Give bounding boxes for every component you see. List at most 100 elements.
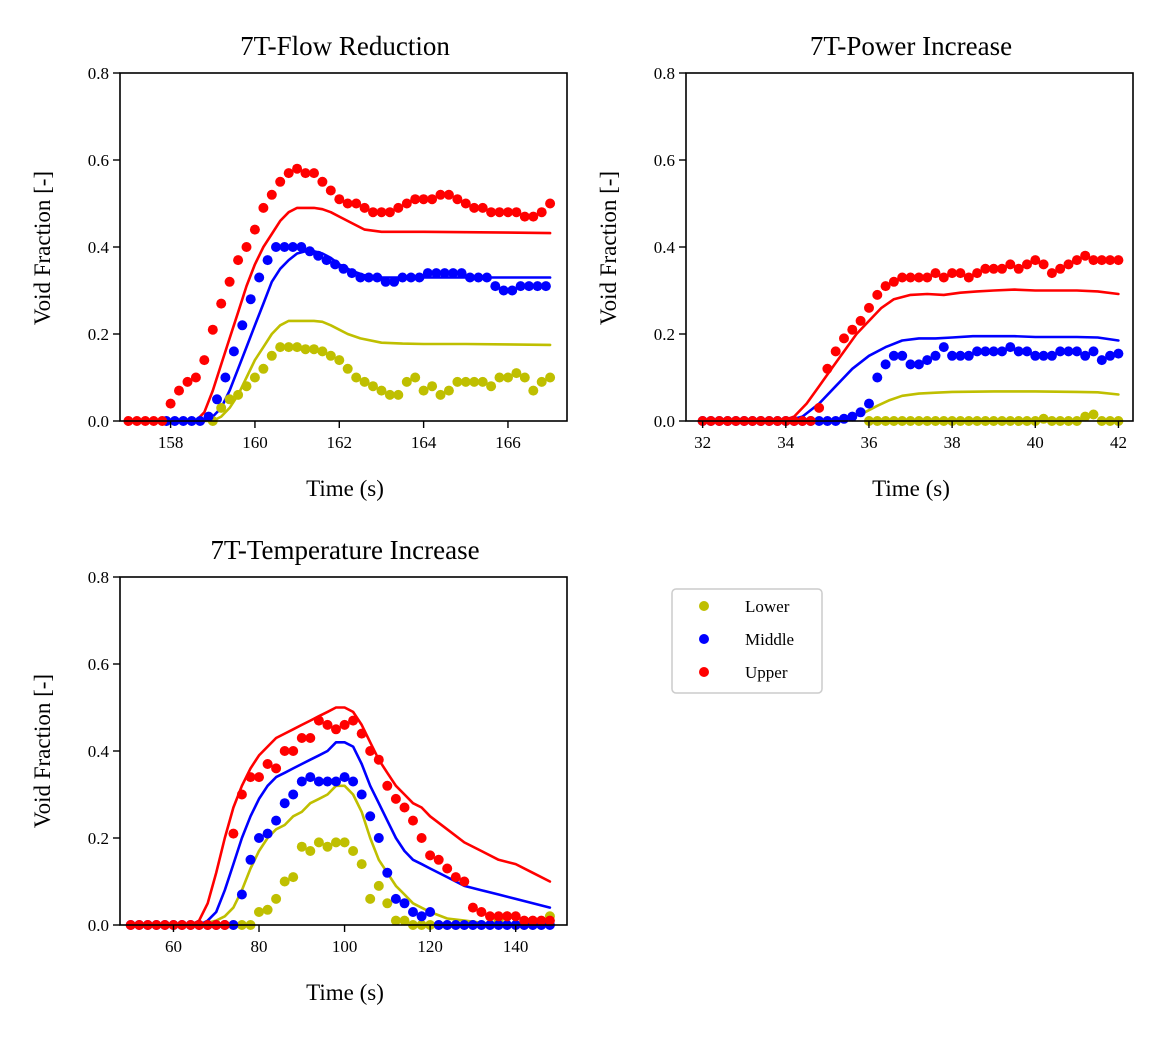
x-tick-label: 160 <box>242 433 268 452</box>
data-point-upper <box>938 272 949 283</box>
data-point-upper <box>469 202 480 213</box>
data-point-middle <box>905 359 916 370</box>
data-point-upper <box>1063 259 1074 270</box>
data-point-lower <box>390 915 401 926</box>
data-point-upper <box>544 915 555 926</box>
data-point-middle <box>313 776 324 787</box>
data-point-upper <box>359 202 370 213</box>
x-tick-label: 40 <box>1027 433 1044 452</box>
data-point-middle <box>348 776 359 787</box>
data-point-upper <box>452 194 463 205</box>
panel-title: 7T-Temperature Increase <box>210 535 479 565</box>
data-point-upper <box>1046 268 1057 279</box>
data-point-middle <box>339 772 350 783</box>
data-point-middle <box>938 342 949 353</box>
data-point-middle <box>1063 346 1074 357</box>
data-point-lower <box>373 880 384 891</box>
data-point-upper <box>376 207 387 218</box>
data-point-middle <box>313 250 324 261</box>
data-point-upper <box>955 268 966 279</box>
data-point-middle <box>515 281 526 292</box>
data-point-upper <box>356 728 367 739</box>
data-point-upper <box>1088 255 1099 266</box>
data-point-upper <box>1105 255 1116 266</box>
data-point-middle <box>947 350 958 361</box>
data-point-upper <box>477 202 488 213</box>
data-point-upper <box>207 324 218 335</box>
data-point-middle <box>372 272 383 283</box>
data-point-lower <box>365 893 376 904</box>
data-point-upper <box>493 911 504 922</box>
data-point-upper <box>528 211 539 222</box>
data-point-middle <box>279 798 290 809</box>
data-point-lower <box>382 898 393 909</box>
data-point-lower <box>288 872 299 883</box>
data-point-middle <box>254 272 265 283</box>
data-point-middle <box>922 355 933 366</box>
data-point-upper <box>368 207 378 218</box>
data-point-middle <box>254 833 264 843</box>
data-point-upper <box>485 911 495 922</box>
data-point-middle <box>465 272 475 283</box>
data-point-middle <box>507 285 518 296</box>
data-point-upper <box>503 207 513 218</box>
data-point-upper <box>334 194 345 205</box>
data-point-middle <box>1096 355 1107 366</box>
y-tick-label: 0.4 <box>88 742 110 761</box>
data-point-middle <box>271 815 282 826</box>
data-point-middle <box>1105 350 1116 361</box>
data-point-upper <box>266 189 277 200</box>
x-axis-label: Time (s) <box>872 476 950 501</box>
y-axis-label: Void Fraction [-] <box>30 674 55 828</box>
data-point-lower <box>322 841 333 852</box>
data-point-middle <box>330 259 341 270</box>
data-point-upper <box>309 168 319 179</box>
data-point-middle <box>305 772 316 783</box>
data-point-middle <box>355 272 366 283</box>
data-point-upper <box>271 763 282 774</box>
data-point-middle <box>262 255 273 266</box>
data-point-lower <box>309 344 319 355</box>
data-point-middle <box>473 272 484 283</box>
data-point-lower <box>519 372 530 383</box>
data-point-upper <box>245 772 256 783</box>
data-point-lower <box>342 363 353 374</box>
data-point-upper <box>199 355 210 366</box>
data-point-upper <box>325 185 336 196</box>
data-point-middle <box>397 272 408 283</box>
data-point-upper <box>519 915 530 926</box>
data-point-middle <box>399 898 410 909</box>
data-point-lower <box>331 837 341 848</box>
data-point-lower <box>469 376 480 387</box>
data-point-middle <box>425 907 436 917</box>
data-point-lower <box>339 837 350 848</box>
data-point-lower <box>334 355 345 366</box>
x-tick-label: 140 <box>503 937 529 956</box>
data-point-middle <box>287 242 298 252</box>
data-point-upper <box>888 276 899 287</box>
y-tick-label: 0.2 <box>654 325 675 344</box>
data-point-lower <box>317 346 328 357</box>
x-axis-label: Time (s) <box>306 476 384 501</box>
series-line-upper <box>701 288 1120 423</box>
data-point-upper <box>435 189 446 200</box>
legend: Lower Middle Upper <box>671 588 823 694</box>
data-point-upper <box>930 268 941 279</box>
data-point-lower <box>368 381 378 392</box>
data-point-upper <box>1013 263 1024 274</box>
data-point-upper <box>880 281 891 292</box>
data-point-middle <box>855 407 866 418</box>
data-point-lower <box>452 376 463 387</box>
data-point-lower <box>399 915 410 926</box>
data-point-middle <box>1071 346 1082 357</box>
data-point-upper <box>460 198 471 209</box>
data-point-upper <box>814 402 825 413</box>
data-point-upper <box>425 850 436 861</box>
x-tick-label: 34 <box>777 433 795 452</box>
data-point-lower <box>528 385 539 396</box>
data-point-middle <box>365 811 376 822</box>
data-point-lower <box>254 907 264 917</box>
data-point-lower <box>271 893 282 904</box>
